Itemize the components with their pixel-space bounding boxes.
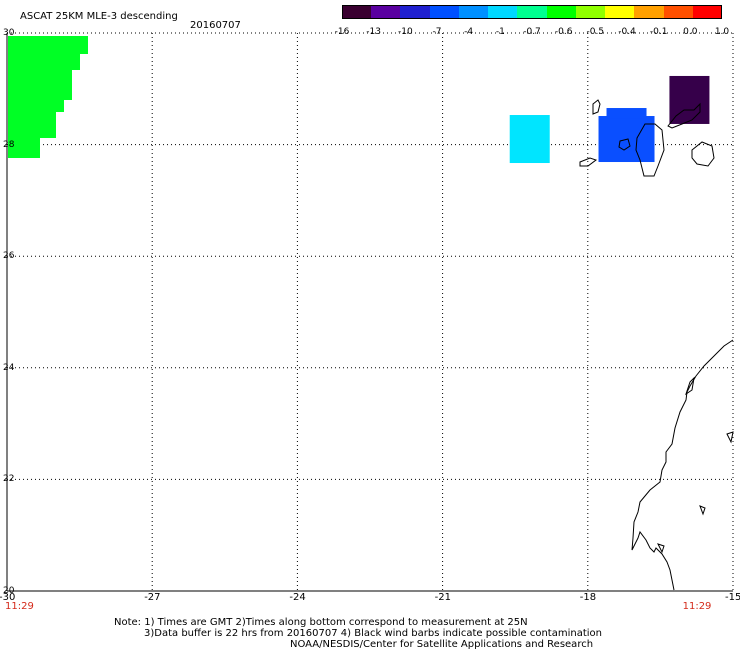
colorbar-swatch — [400, 5, 430, 19]
wind-cells — [8, 36, 710, 164]
wind-cell — [509, 115, 550, 164]
lat-tick-label: 20 — [3, 586, 15, 596]
colorbar-label: -1 — [495, 27, 505, 37]
footer-note-line1: Note: 1) Times are GMT 2)Times along bot… — [114, 617, 528, 628]
colorbar-swatch — [605, 5, 635, 19]
colorbar-swatch — [371, 5, 401, 19]
colorbar-swatch — [634, 5, 664, 19]
colorbar-label: -0.7 — [523, 27, 541, 37]
wind-cell — [606, 108, 647, 119]
colorbar-label: 0.0 — [683, 27, 698, 37]
colorbar-label: -7 — [432, 27, 442, 37]
la-palma-island — [592, 99, 601, 115]
lat-tick-label: 30 — [3, 28, 15, 38]
lat-tick-label: 26 — [3, 251, 15, 262]
wind-cell — [8, 110, 56, 138]
colorbar-swatch — [342, 5, 372, 19]
colorbar-swatch — [663, 5, 693, 19]
lat-tick-label: 28 — [3, 139, 15, 150]
colorbar-label: -0.5 — [586, 27, 605, 37]
colorbar-swatch — [546, 5, 576, 19]
map-date: 20160707 — [190, 20, 241, 31]
lon-tick-label: -30 — [0, 592, 16, 603]
colorbar-label: -13 — [366, 27, 382, 37]
canary-islands — [579, 99, 715, 177]
colorbar-swatch — [517, 5, 547, 19]
colorbar-label: 1.0 — [714, 27, 730, 37]
lon-tick-label: -24 — [289, 592, 306, 603]
colorbar-label: -0.6 — [554, 27, 573, 37]
lat-tick-label: 22 — [3, 474, 15, 485]
colorbar-swatch — [488, 5, 518, 19]
lon-tick-label: -27 — [144, 592, 161, 603]
colorbar-swatch — [458, 5, 489, 19]
colorbar-label: -16 — [334, 27, 350, 37]
wind-cell — [8, 98, 64, 112]
lat-tick-label: 24 — [3, 362, 15, 373]
lon-tick-label: -18 — [579, 592, 597, 603]
colorbar-swatch — [692, 5, 723, 19]
time-label: 11:29 — [682, 601, 712, 612]
footer-note-line2: 3)Data buffer is 22 hrs from 20160707 4)… — [144, 628, 602, 639]
lon-tick-label: -15 — [725, 592, 740, 603]
colorbar-label: -0.1 — [649, 27, 668, 37]
african-coastline — [631, 339, 734, 591]
el-hierro-island — [579, 157, 598, 167]
la-gomera-island — [618, 138, 631, 151]
colorbar-swatch — [575, 5, 606, 19]
wind-cell — [8, 36, 88, 54]
wind-cell — [8, 136, 40, 158]
footer-credit: NOAA/NESDIS/Center for Satellite Applica… — [290, 639, 594, 650]
fuerteventura-island — [667, 102, 701, 129]
lon-tick-label: -21 — [434, 592, 451, 603]
map-title: ASCAT 25KM MLE-3 descending — [20, 11, 178, 22]
time-label: 11:29 — [5, 601, 34, 612]
colorbar-label: -4 — [464, 27, 474, 37]
wind-cell — [8, 52, 80, 70]
colorbar-label: -10 — [397, 27, 413, 37]
wind-cell — [8, 68, 72, 100]
tenerife-island — [635, 123, 665, 177]
colorbar — [342, 5, 723, 19]
gran-canaria-island — [691, 141, 715, 167]
colorbar-swatch — [429, 5, 459, 19]
colorbar-label: -0.4 — [618, 27, 636, 37]
